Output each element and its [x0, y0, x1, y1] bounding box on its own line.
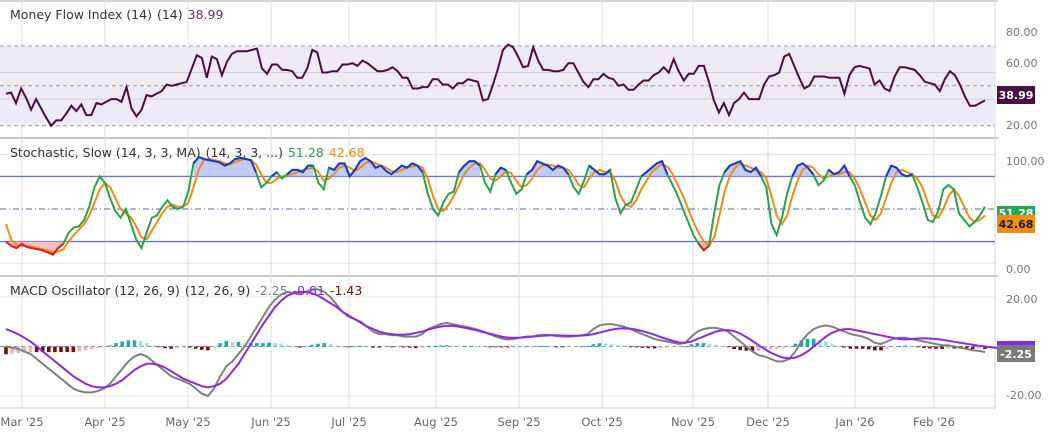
mfi-tick-80: 80.00 [1006, 26, 1038, 39]
mfi-tick-60: 60.00 [1006, 57, 1038, 70]
macd-line [5, 288, 986, 398]
x-axis-label: Mar '25 [0, 415, 43, 429]
stochastic-d-line [5, 157, 986, 254]
mfi-value-tag-text: 38.99 [999, 89, 1034, 102]
macd-gridlines [0, 296, 995, 397]
x-axis-label: Feb '26 [913, 415, 955, 429]
x-axis-label: Jul '25 [330, 415, 366, 429]
x-axis-label: Dec '25 [746, 415, 790, 429]
x-axis: Mar '25 Apr '25 May '25 Jun '25 Jul '25 Aug '… [0, 407, 995, 429]
stochastic-d-tag-text: 42.68 [999, 218, 1034, 231]
stochastic-tick-0: 0.00 [1006, 263, 1031, 276]
stochastic-extreme-segments [5, 155, 913, 256]
macd-signal-tag [997, 341, 1035, 345]
x-axis-label: Sep '25 [497, 415, 540, 429]
x-axis-label: Nov '25 [671, 415, 715, 429]
macd-value-tag [997, 345, 1035, 362]
mfi-title: Money Flow Index (14) (14) 38.99 [10, 7, 223, 22]
x-axis-label: Jun '25 [250, 415, 290, 429]
mfi-line [5, 43, 986, 128]
x-axis-label: Jan '26 [834, 415, 874, 429]
x-axis-label: Apr '25 [84, 415, 125, 429]
mfi-tick-20: 20.00 [1006, 119, 1038, 132]
stochastic-d-tag [997, 215, 1035, 233]
macd-signal-line [5, 290, 1004, 389]
macd-value-tag-text: -2.25 [1000, 348, 1032, 361]
macd-title: MACD Oscillator (12, 26, 9) (12, 26, 9) -2… [10, 283, 362, 298]
macd-histogram [4, 338, 987, 355]
stochastic-title: Stochastic, Slow (14, 3, 3, MA) (14, 3, 3… [10, 145, 365, 160]
macd-tick-20: 20.00 [1006, 293, 1038, 306]
x-axis-label: Oct '25 [581, 415, 622, 429]
mfi-value-tag [997, 86, 1035, 104]
stochastic-panel: Stochastic, Slow (14, 3, 3, MA) (14, 3, 3… [0, 145, 1045, 276]
x-axis-label: Aug '25 [414, 415, 458, 429]
macd-tick-neg20: -20.00 [1006, 389, 1041, 402]
mfi-panel: Money Flow Index (14) (14) 38.99 80.00 60.… [0, 7, 1038, 132]
x-axis-label: May '25 [165, 415, 210, 429]
macd-panel: MACD Oscillator (12, 26, 9) (12, 26, 9) -2… [0, 283, 1041, 402]
stochastic-tick-100: 100.00 [1006, 155, 1045, 168]
